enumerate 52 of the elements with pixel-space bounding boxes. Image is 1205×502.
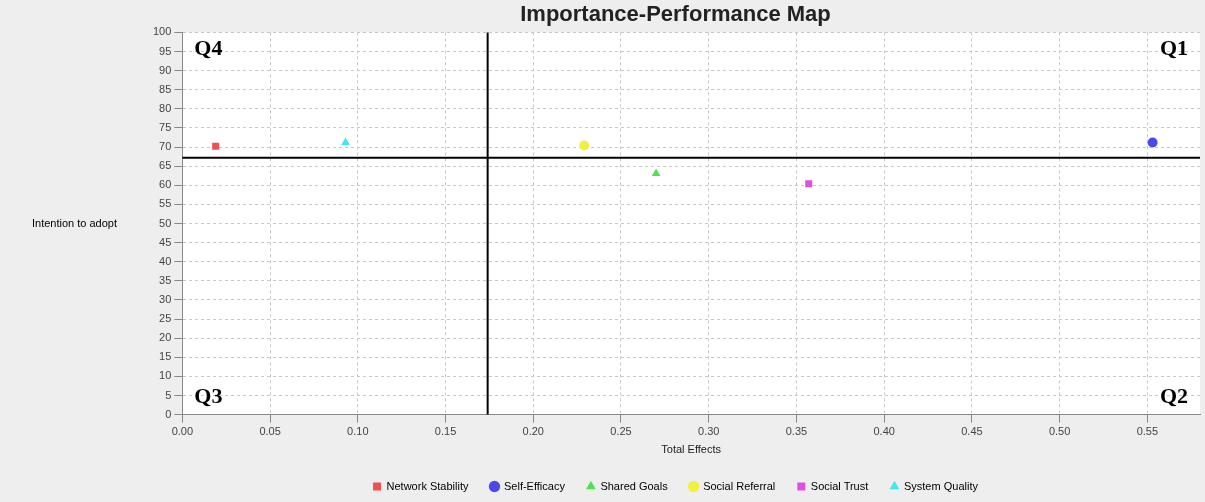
x-tick-label: 0.20 (522, 425, 544, 438)
y-tick-label: 35 (159, 273, 172, 286)
legend-label: Self-Efficacy (503, 479, 566, 492)
legend-label: Shared Goals (600, 479, 669, 492)
y-tick-label: 25 (159, 312, 172, 325)
x-tick-label: 0.05 (259, 425, 281, 438)
y-tick-label: 0 (165, 407, 172, 420)
y-tick-label: 60 (159, 178, 172, 191)
y-tick-label: 70 (159, 140, 172, 153)
x-tick-label: 0.45 (961, 425, 983, 438)
y-tick-label: 75 (159, 120, 172, 133)
legend-label: Network Stability (386, 479, 469, 492)
y-tick-label: 10 (159, 369, 172, 382)
y-tick-label: 55 (159, 197, 172, 210)
x-tick-label: 0.15 (434, 425, 457, 438)
x-tick-label: 0.25 (610, 425, 632, 438)
y-tick-label: 30 (159, 292, 172, 305)
y-tick-label: 40 (159, 254, 172, 267)
annotation: Q3 (194, 383, 223, 409)
x-tick-label: 0.10 (347, 425, 369, 438)
x-tick-label: 0.30 (698, 425, 720, 438)
annotation: Q2 (1159, 383, 1188, 409)
x-tick-label: 0.35 (785, 425, 808, 438)
y-tick-label: 15 (159, 350, 172, 363)
y-tick-label: 100 (152, 25, 172, 38)
x-axis-title: Total Effects (661, 443, 722, 456)
y-tick-label: 85 (159, 82, 172, 95)
y-tick-label: 95 (159, 44, 172, 57)
y-tick-label: 20 (159, 331, 172, 344)
y-tick-label: 5 (165, 388, 172, 401)
legend-label: Social Trust (810, 479, 869, 492)
x-tick-label: 0.55 (1136, 425, 1159, 438)
y-tick-label: 80 (159, 101, 172, 114)
chart-title: Importance-Performance Map (520, 1, 831, 27)
y-tick-label: 45 (159, 235, 172, 248)
y-tick-label: 90 (159, 63, 172, 76)
point (212, 142, 220, 150)
x-tick-label: 0.00 (171, 425, 194, 438)
x-tick-label: 0.40 (873, 425, 895, 438)
y-axis-title: Intention to adopt (32, 216, 118, 229)
point (805, 180, 813, 188)
annotation: Q4 (194, 35, 223, 61)
y-tick-label: 50 (159, 216, 172, 229)
x-tick-label: 0.50 (1048, 425, 1071, 438)
legend-label: System Quality (903, 479, 979, 492)
annotation: Q1 (1159, 35, 1188, 61)
y-tick-label: 65 (159, 159, 172, 172)
point (579, 140, 590, 151)
point (1147, 137, 1158, 148)
legend-label: Social Referral (703, 479, 776, 492)
point (651, 168, 661, 176)
point (341, 137, 350, 145)
